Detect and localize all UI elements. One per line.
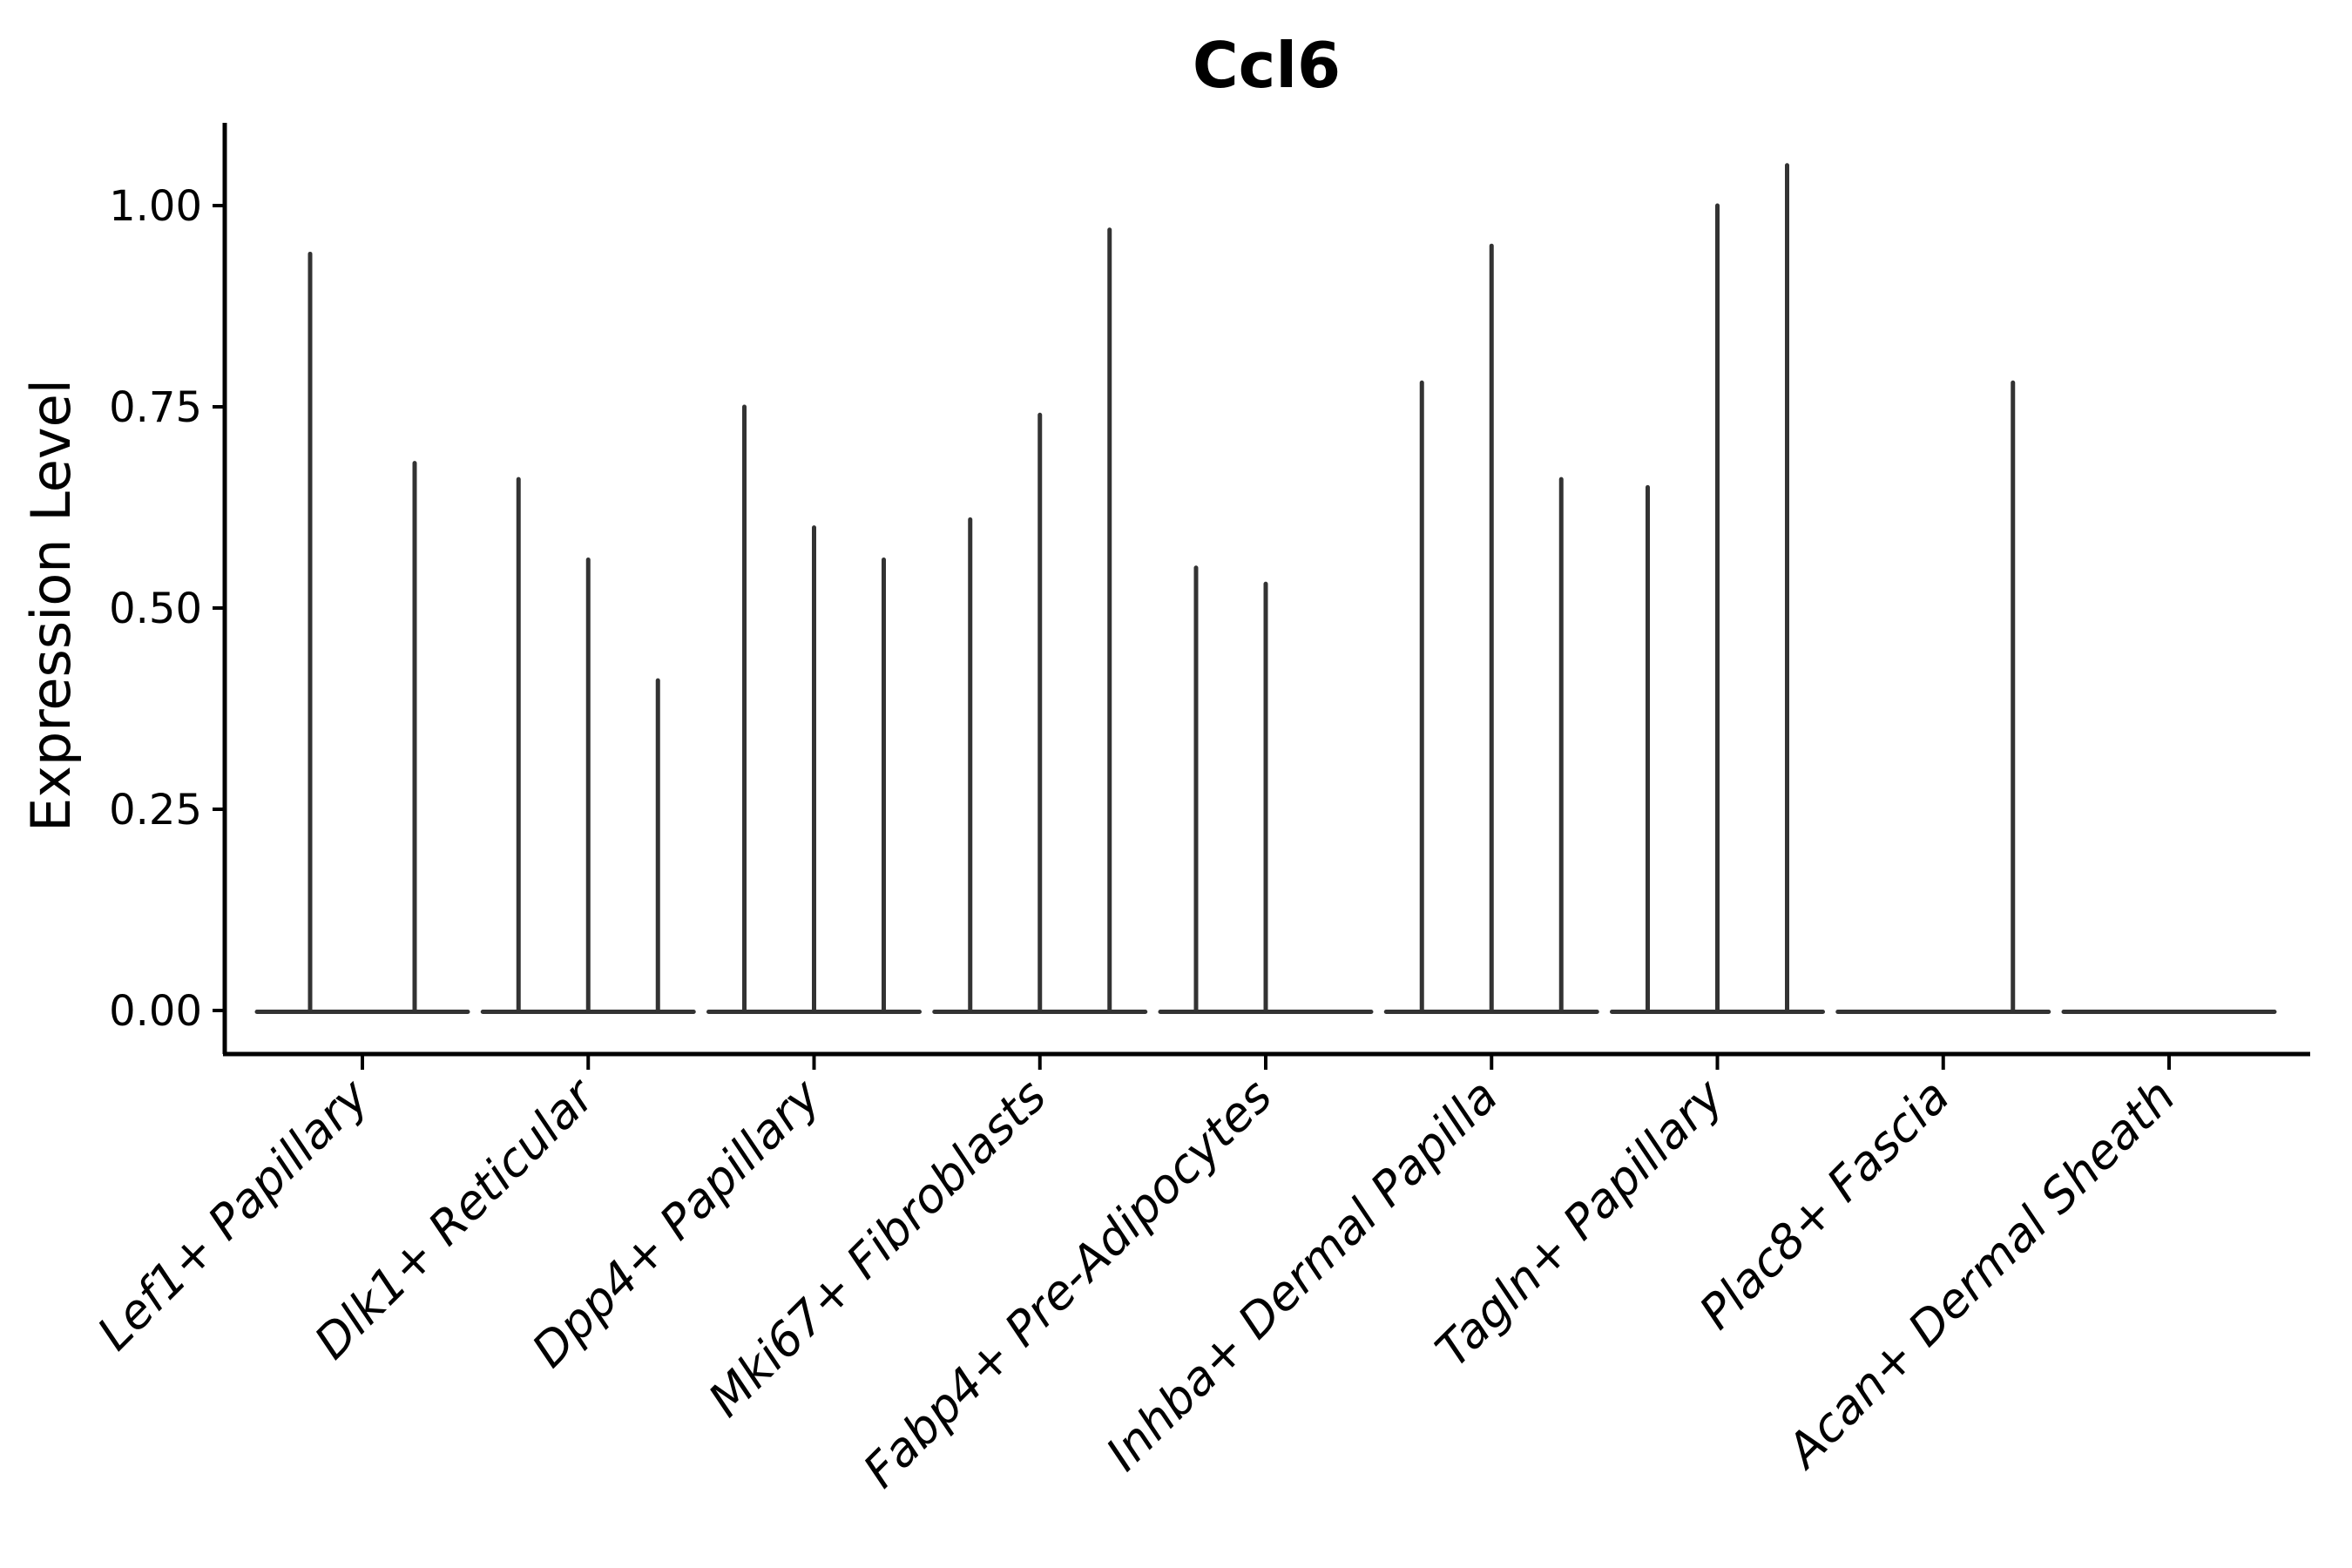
chart-title: Ccl6 bbox=[1193, 29, 1341, 102]
y-tick-label: 0.50 bbox=[109, 585, 202, 633]
y-tick-label: 0.75 bbox=[109, 383, 202, 432]
x-tick-label: Fabp4+ Pre-Adipocytes bbox=[853, 1069, 1282, 1498]
y-axis: 0.00 0.25 0.50 0.75 1.00 bbox=[109, 182, 225, 1036]
y-tick-label: 1.00 bbox=[109, 182, 202, 231]
x-tick-label: Acan+ Dermal Sheath bbox=[1774, 1069, 2186, 1480]
x-tick-label: Inhba+ Dermal Papilla bbox=[1096, 1069, 1509, 1482]
y-axis-title: Expression Level bbox=[19, 379, 83, 832]
y-tick-label: 0.00 bbox=[109, 987, 202, 1036]
y-tick-label: 0.25 bbox=[109, 786, 202, 835]
violins bbox=[254, 163, 2277, 1014]
